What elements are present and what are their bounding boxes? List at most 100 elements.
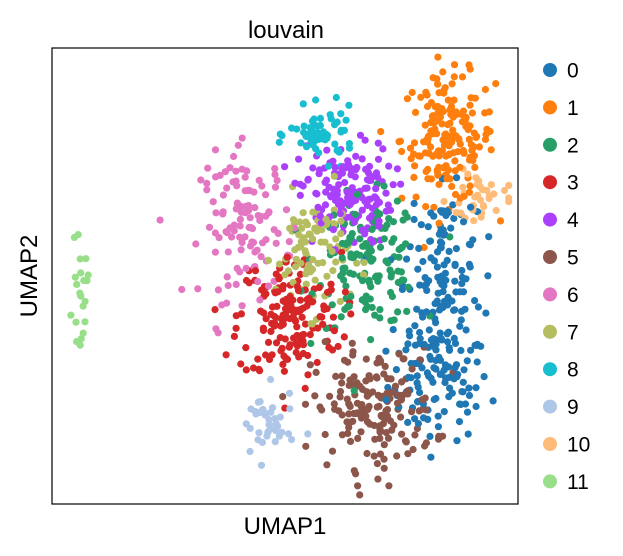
data-point-cluster-1 xyxy=(422,203,430,211)
data-point-cluster-10 xyxy=(452,209,460,217)
data-point-cluster-2 xyxy=(342,282,350,290)
data-point-cluster-0 xyxy=(433,263,441,271)
legend-marker-7 xyxy=(543,324,557,339)
data-point-cluster-5 xyxy=(409,445,417,454)
data-point-cluster-6 xyxy=(282,206,291,214)
data-point-cluster-4 xyxy=(347,165,355,173)
data-point-cluster-3 xyxy=(232,324,240,332)
data-point-cluster-3 xyxy=(337,248,346,256)
data-point-cluster-8 xyxy=(309,131,317,139)
data-point-cluster-4 xyxy=(309,164,317,172)
data-point-cluster-10 xyxy=(505,198,513,206)
data-point-cluster-10 xyxy=(459,183,467,191)
data-point-cluster-4 xyxy=(379,145,387,153)
data-point-cluster-6 xyxy=(258,182,266,190)
data-point-cluster-6 xyxy=(156,216,164,224)
data-point-cluster-0 xyxy=(453,174,461,182)
data-point-cluster-6 xyxy=(178,285,186,294)
data-point-cluster-3 xyxy=(340,333,348,341)
data-point-cluster-0 xyxy=(402,346,410,354)
data-point-cluster-0 xyxy=(438,239,446,247)
data-point-cluster-4 xyxy=(314,203,322,211)
data-point-cluster-0 xyxy=(410,215,418,224)
data-point-cluster-1 xyxy=(444,96,452,104)
data-point-cluster-0 xyxy=(464,430,472,438)
data-point-cluster-5 xyxy=(279,393,287,401)
data-point-cluster-0 xyxy=(424,223,432,231)
data-point-cluster-5 xyxy=(376,450,385,458)
data-point-cluster-6 xyxy=(285,238,293,246)
data-point-cluster-0 xyxy=(451,260,459,268)
data-point-cluster-0 xyxy=(439,226,447,234)
data-point-cluster-8 xyxy=(299,100,307,108)
data-point-cluster-3 xyxy=(347,310,355,318)
data-point-cluster-3 xyxy=(255,365,263,373)
data-point-cluster-0 xyxy=(407,359,415,368)
legend-marker-5 xyxy=(543,250,557,264)
data-point-cluster-11 xyxy=(76,255,84,263)
data-point-cluster-5 xyxy=(356,382,364,391)
data-point-cluster-0 xyxy=(411,415,419,423)
data-point-cluster-5 xyxy=(306,361,314,369)
data-point-cluster-0 xyxy=(466,263,474,271)
data-point-cluster-2 xyxy=(388,292,396,301)
data-point-cluster-0 xyxy=(418,364,426,372)
data-point-cluster-0 xyxy=(458,280,466,288)
data-point-cluster-4 xyxy=(374,155,383,163)
data-point-cluster-1 xyxy=(442,152,450,160)
data-point-cluster-1 xyxy=(441,84,449,92)
data-point-cluster-4 xyxy=(397,180,405,188)
data-point-cluster-1 xyxy=(450,96,458,104)
data-point-cluster-0 xyxy=(382,347,390,355)
data-point-cluster-6 xyxy=(236,233,244,241)
data-point-cluster-0 xyxy=(459,288,468,296)
data-point-cluster-0 xyxy=(463,408,472,416)
data-point-cluster-0 xyxy=(474,303,482,311)
data-point-cluster-0 xyxy=(465,384,473,392)
data-point-cluster-5 xyxy=(345,410,353,418)
data-point-cluster-7 xyxy=(353,259,361,267)
data-point-cluster-3 xyxy=(260,309,268,317)
data-point-cluster-0 xyxy=(416,388,424,397)
data-point-cluster-6 xyxy=(256,296,264,304)
data-point-cluster-3 xyxy=(306,331,314,339)
data-point-cluster-0 xyxy=(432,319,440,327)
data-point-cluster-11 xyxy=(84,271,92,279)
data-point-cluster-0 xyxy=(430,395,438,404)
data-point-cluster-5 xyxy=(328,447,337,455)
data-point-cluster-0 xyxy=(437,207,445,215)
data-point-cluster-6 xyxy=(214,286,222,294)
data-point-cluster-0 xyxy=(453,437,461,445)
data-point-cluster-5 xyxy=(404,450,412,458)
data-point-cluster-5 xyxy=(393,399,402,407)
data-point-cluster-5 xyxy=(363,449,371,458)
data-point-cluster-5 xyxy=(354,434,362,442)
data-point-cluster-0 xyxy=(473,358,481,366)
data-point-cluster-6 xyxy=(197,176,205,184)
data-point-cluster-8 xyxy=(303,143,311,151)
data-point-cluster-3 xyxy=(237,310,245,318)
data-point-cluster-2 xyxy=(350,387,358,395)
data-point-cluster-0 xyxy=(450,214,458,222)
data-point-cluster-2 xyxy=(374,277,382,285)
data-point-cluster-0 xyxy=(444,328,453,336)
data-point-cluster-5 xyxy=(311,392,319,400)
data-point-cluster-5 xyxy=(363,392,371,400)
data-point-cluster-7 xyxy=(330,220,338,228)
data-point-cluster-4 xyxy=(336,210,344,218)
data-point-cluster-6 xyxy=(238,165,246,173)
data-point-cluster-0 xyxy=(425,277,433,285)
data-point-cluster-2 xyxy=(350,253,358,261)
data-point-cluster-3 xyxy=(242,366,250,374)
data-point-cluster-0 xyxy=(445,247,453,255)
data-point-cluster-0 xyxy=(443,338,452,346)
data-point-cluster-1 xyxy=(469,156,477,164)
data-point-cluster-6 xyxy=(237,246,245,254)
data-point-cluster-5 xyxy=(390,421,398,429)
data-point-cluster-1 xyxy=(443,175,451,183)
data-point-cluster-7 xyxy=(301,238,309,246)
data-point-cluster-7 xyxy=(304,261,312,270)
data-point-cluster-3 xyxy=(297,338,305,346)
data-point-cluster-3 xyxy=(264,338,273,346)
data-point-cluster-6 xyxy=(257,212,265,220)
